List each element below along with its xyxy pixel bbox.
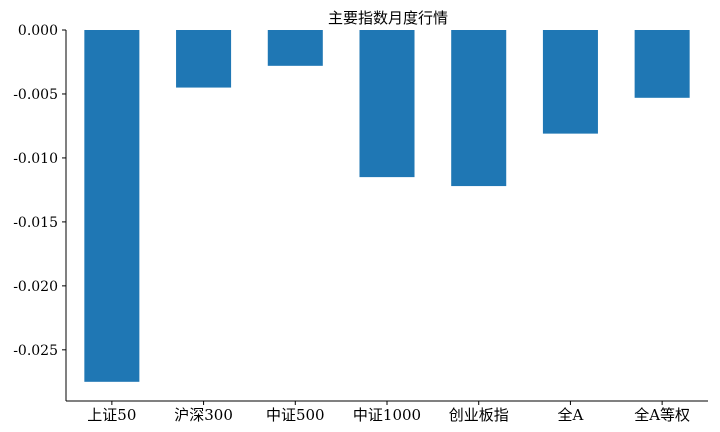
- chart-title: 主要指数月度行情: [328, 9, 448, 27]
- y-axis: 0.000 -0.005 -0.010 -0.015 -0.020 -0.025: [13, 23, 67, 401]
- bar-3: [359, 30, 415, 178]
- y-tick-label: 0.000: [18, 23, 58, 39]
- x-category-label: 中证500: [266, 406, 325, 424]
- bar-5: [542, 30, 598, 134]
- bar-4: [451, 30, 507, 187]
- x-category-label: 中证1000: [353, 406, 421, 424]
- x-category-label: 全A等权: [634, 406, 690, 424]
- y-tick-label: -0.010: [13, 151, 58, 167]
- bar-1: [176, 30, 232, 88]
- y-tick-label: -0.025: [13, 343, 58, 359]
- x-category-label: 创业板指: [449, 406, 509, 424]
- x-category-label: 上证50: [87, 406, 136, 424]
- x-category-label: 沪深300: [174, 406, 233, 424]
- y-tick-label: -0.020: [13, 279, 58, 295]
- x-axis: 上证50 沪深300 中证500 中证1000 创业板指 全A 全A等权: [66, 400, 708, 424]
- bar-6: [634, 30, 690, 98]
- bar-0: [84, 30, 140, 382]
- y-tick-label: -0.015: [13, 215, 58, 231]
- bar-2: [267, 30, 323, 66]
- x-category-label: 全A: [558, 406, 584, 424]
- bars-group: [84, 30, 690, 382]
- y-tick-label: -0.005: [13, 87, 58, 103]
